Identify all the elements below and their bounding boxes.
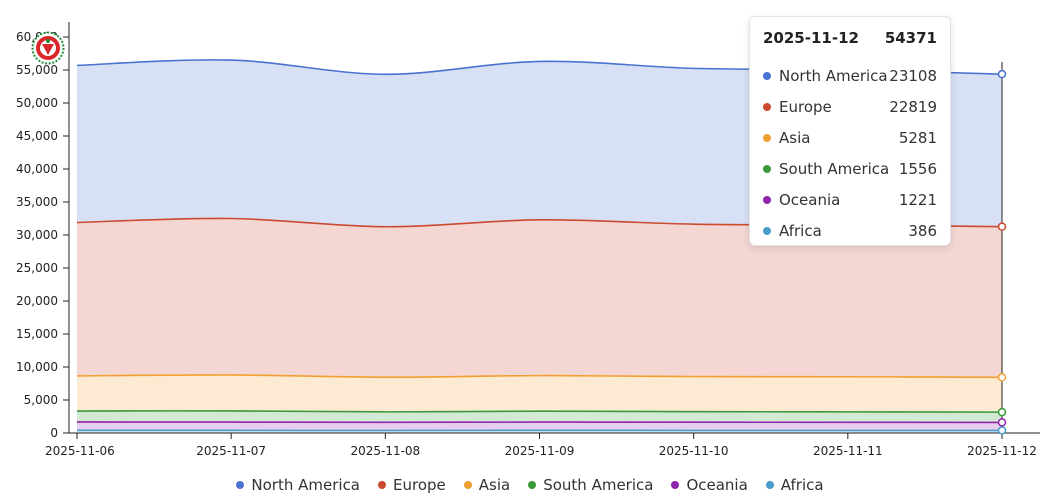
legend-item-asia[interactable]: Asia: [463, 476, 511, 494]
hover-point-north-america: [997, 69, 1007, 79]
y-tick-label: 15,000: [16, 327, 58, 341]
tooltip-date: 2025-11-12: [763, 29, 859, 47]
hover-point-africa: [997, 426, 1007, 435]
legend-dot-icon: [236, 481, 245, 489]
y-tick-label: 55,000: [16, 63, 58, 77]
y-tick-label: 5,000: [24, 393, 58, 407]
y-tick-label: 40,000: [16, 162, 58, 176]
tooltip-total: 54371: [884, 29, 937, 47]
series-dot-icon: [763, 226, 771, 235]
hover-point-oceania: [997, 418, 1007, 427]
legend-dot-icon: [528, 481, 537, 489]
x-tick-label: 2025-11-12: [967, 444, 1037, 458]
area-europe: [77, 218, 1002, 378]
line-south-america: [76, 410, 1003, 413]
area-south-america: [77, 410, 1002, 423]
tooltip-series-value: 1556: [898, 159, 937, 178]
legend-item-africa[interactable]: Africa: [765, 476, 824, 494]
tooltip-series-value: 23108: [889, 66, 937, 85]
hover-point-asia: [997, 373, 1007, 382]
legend-item-south-america[interactable]: South America: [528, 476, 653, 494]
chart-legend: North America Europe Asia South America …: [0, 473, 1060, 497]
hover-point-south-america: [997, 407, 1007, 417]
tooltip-series-name: Africa: [779, 221, 822, 240]
tooltip-series-name: Asia: [779, 128, 811, 147]
hover-point-europe: [997, 222, 1007, 231]
x-tick-label: 2025-11-07: [196, 444, 266, 458]
emblem-logo-icon: [31, 31, 65, 65]
area-oceania: [77, 421, 1002, 431]
y-tick-label: 30,000: [16, 228, 58, 242]
legend-label: Oceania: [686, 476, 748, 494]
y-tick-label: 50,000: [16, 96, 58, 110]
legend-item-europe[interactable]: Europe: [378, 476, 446, 494]
tooltip-row: Oceania 1221: [763, 184, 937, 215]
tooltip-series-value: 386: [908, 221, 937, 240]
chart-tooltip: 2025-11-12 54371 North America 23108 Eur…: [749, 16, 951, 246]
tooltip-row: South America 1556: [763, 153, 937, 184]
y-tick-label: 0: [50, 426, 58, 440]
series-dot-icon: [763, 195, 771, 204]
y-tick-label: 10,000: [16, 360, 58, 374]
tooltip-header: 2025-11-12 54371: [763, 29, 937, 51]
legend-dot-icon: [463, 481, 472, 489]
series-dot-icon: [763, 133, 771, 142]
legend-label: Europe: [393, 476, 446, 494]
tooltip-row: Africa 386: [763, 215, 937, 246]
y-tick-label: 35,000: [16, 195, 58, 209]
series-dot-icon: [763, 102, 771, 111]
hover-indicator: [997, 62, 1007, 435]
y-tick-label: 25,000: [16, 261, 58, 275]
y-tick-label: 45,000: [16, 129, 58, 143]
tooltip-row: North America 23108: [763, 60, 937, 91]
legend-label: Asia: [478, 476, 511, 494]
legend-item-oceania[interactable]: Oceania: [671, 476, 748, 494]
legend-dot-icon: [765, 481, 774, 489]
legend-label: South America: [543, 476, 654, 494]
x-tick-label: 2025-11-09: [505, 444, 575, 458]
tooltip-series-name: Europe: [779, 97, 832, 116]
tooltip-row: Asia 5281: [763, 122, 937, 153]
legend-label: North America: [251, 476, 361, 494]
x-tick-label: 2025-11-10: [659, 444, 729, 458]
tooltip-series-name: North America: [779, 66, 888, 85]
legend-dot-icon: [378, 481, 387, 489]
line-asia: [76, 374, 1003, 379]
series-dot-icon: [763, 164, 771, 173]
series-dot-icon: [763, 71, 771, 80]
legend-dot-icon: [671, 481, 680, 489]
tooltip-series-value: 5281: [898, 128, 937, 147]
tooltip-row: Europe 22819: [763, 91, 937, 122]
tooltip-series-value: 22819: [889, 97, 937, 116]
area-asia: [77, 374, 1002, 413]
y-tick-label: 20,000: [16, 294, 58, 308]
tooltip-series-name: Oceania: [779, 190, 841, 209]
x-tick-label: 2025-11-08: [350, 444, 420, 458]
legend-label: Africa: [780, 476, 824, 494]
x-tick-label: 2025-11-11: [813, 444, 883, 458]
tooltip-series-value: 1221: [898, 190, 937, 209]
x-tick-label: 2025-11-06: [45, 444, 115, 458]
legend-item-north-america[interactable]: North America: [236, 476, 360, 494]
tooltip-series-name: South America: [779, 159, 890, 178]
